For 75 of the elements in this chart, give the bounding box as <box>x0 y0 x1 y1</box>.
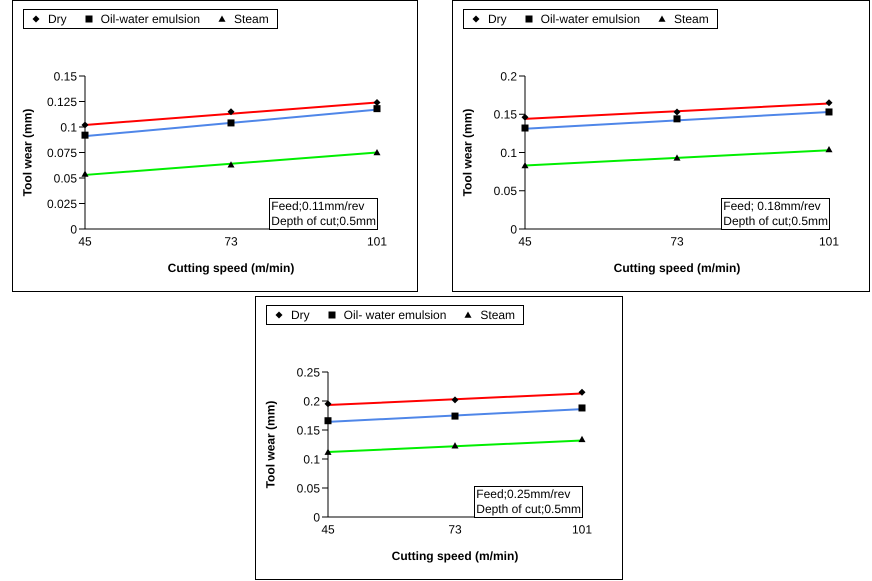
legend-label: Steam <box>673 12 709 26</box>
y-tick-label: 0.05 <box>54 171 78 186</box>
point <box>674 108 680 116</box>
point <box>324 400 332 408</box>
point <box>826 99 832 106</box>
y-tick-label: 0.025 <box>46 196 78 211</box>
x-tick-label: 45 <box>321 522 335 537</box>
point <box>578 404 586 412</box>
point <box>674 115 680 122</box>
x-axis-title: Cutting speed (m/min) <box>392 549 518 563</box>
y-tick-label: 0.05 <box>494 184 518 198</box>
x-tick-label: 45 <box>78 234 92 249</box>
x-tick-label: 101 <box>572 522 592 537</box>
point <box>452 412 458 420</box>
y-tick-label: 0.1 <box>303 452 320 466</box>
annotation: Feed;0.25mm/rev <box>476 487 572 502</box>
point <box>578 436 586 442</box>
annotation: Feed;0.11mm/rev <box>271 199 366 214</box>
y-axis-title: Tool wear (mm) <box>263 400 278 488</box>
x-axis-title: Cutting speed (m/min) <box>614 261 740 275</box>
y-axis-title: Tool wear (mm) <box>460 108 474 196</box>
point <box>324 417 332 424</box>
legend-label: Steam <box>233 12 269 26</box>
x-tick-label: 45 <box>518 234 532 249</box>
point <box>826 146 832 152</box>
y-tick-label: 0.05 <box>296 481 320 496</box>
point <box>452 396 458 404</box>
point <box>374 149 380 156</box>
y-tick-label: 0 <box>510 222 518 236</box>
legend-label: Dry <box>487 12 507 26</box>
point <box>374 99 380 106</box>
point <box>522 162 528 168</box>
point <box>82 132 88 139</box>
annotation: Feed; 0.18mm/rev <box>723 199 822 214</box>
y-tick-label: 0 <box>313 510 320 524</box>
legend-label: Oil- water emulsion <box>342 308 446 322</box>
point <box>82 121 88 128</box>
point <box>324 448 332 455</box>
point <box>522 124 528 132</box>
point <box>826 108 832 116</box>
y-tick-label: 0.2 <box>500 69 518 84</box>
point <box>228 119 234 126</box>
y-axis-title: Tool wear (mm) <box>20 108 34 196</box>
y-tick-label: 0.15 <box>296 423 320 438</box>
x-tick-label: 73 <box>670 234 684 249</box>
annotation: Depth of cut;0.5mm <box>476 502 581 517</box>
point <box>452 442 458 448</box>
legend-label: Oil-water emulsion <box>540 12 640 26</box>
legend-label: Dry <box>47 12 67 26</box>
y-tick-label: 0.125 <box>46 94 78 109</box>
x-tick-label: 73 <box>224 234 238 249</box>
point <box>374 105 380 112</box>
x-tick-label: 101 <box>818 234 840 249</box>
point <box>228 108 234 116</box>
legend-label: Oil-water emulsion <box>100 12 200 26</box>
point <box>578 388 586 396</box>
x-tick-label: 73 <box>448 522 462 537</box>
y-tick-label: 0.15 <box>54 69 78 84</box>
point <box>522 114 528 121</box>
y-tick-label: 0.15 <box>494 108 518 122</box>
point <box>674 154 680 161</box>
annotation: Depth of cut;0.5mm <box>271 214 376 229</box>
y-tick-label: 0 <box>70 222 78 236</box>
legend-label: Dry <box>290 308 310 322</box>
x-axis-title: Cutting speed (m/min) <box>168 261 294 275</box>
point <box>82 170 88 177</box>
annotation: Depth of cut;0.5mm <box>723 214 828 229</box>
legend-label: Steam <box>479 308 516 322</box>
point <box>228 161 234 168</box>
y-tick-label: 0.2 <box>303 394 320 408</box>
x-tick-label: 101 <box>366 234 388 249</box>
y-tick-label: 0.25 <box>296 365 320 380</box>
y-tick-label: 0.075 <box>46 146 78 160</box>
y-tick-label: 0.1 <box>500 146 518 160</box>
y-tick-label: 0.1 <box>60 120 78 134</box>
